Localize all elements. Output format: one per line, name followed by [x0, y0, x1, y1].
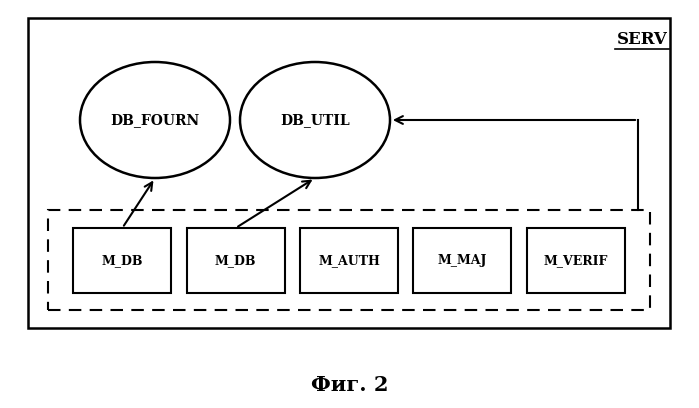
Ellipse shape: [80, 62, 230, 178]
Text: M_DB: M_DB: [215, 254, 257, 267]
Text: DB_UTIL: DB_UTIL: [280, 113, 350, 127]
Text: M_DB: M_DB: [101, 254, 143, 267]
Text: M_MAJ: M_MAJ: [438, 254, 487, 267]
Text: Фиг. 2: Фиг. 2: [311, 375, 388, 395]
Text: M_AUTH: M_AUTH: [318, 254, 380, 267]
Bar: [187, 228, 284, 293]
Bar: [73, 228, 171, 293]
Text: DB_FOURN: DB_FOURN: [110, 113, 200, 127]
Bar: [48, 210, 650, 310]
Bar: [28, 18, 670, 328]
Bar: [413, 228, 512, 293]
Text: M_VERIF: M_VERIF: [544, 254, 608, 267]
Text: SERV: SERV: [617, 31, 668, 49]
Bar: [300, 228, 398, 293]
Bar: [526, 228, 625, 293]
Ellipse shape: [240, 62, 390, 178]
